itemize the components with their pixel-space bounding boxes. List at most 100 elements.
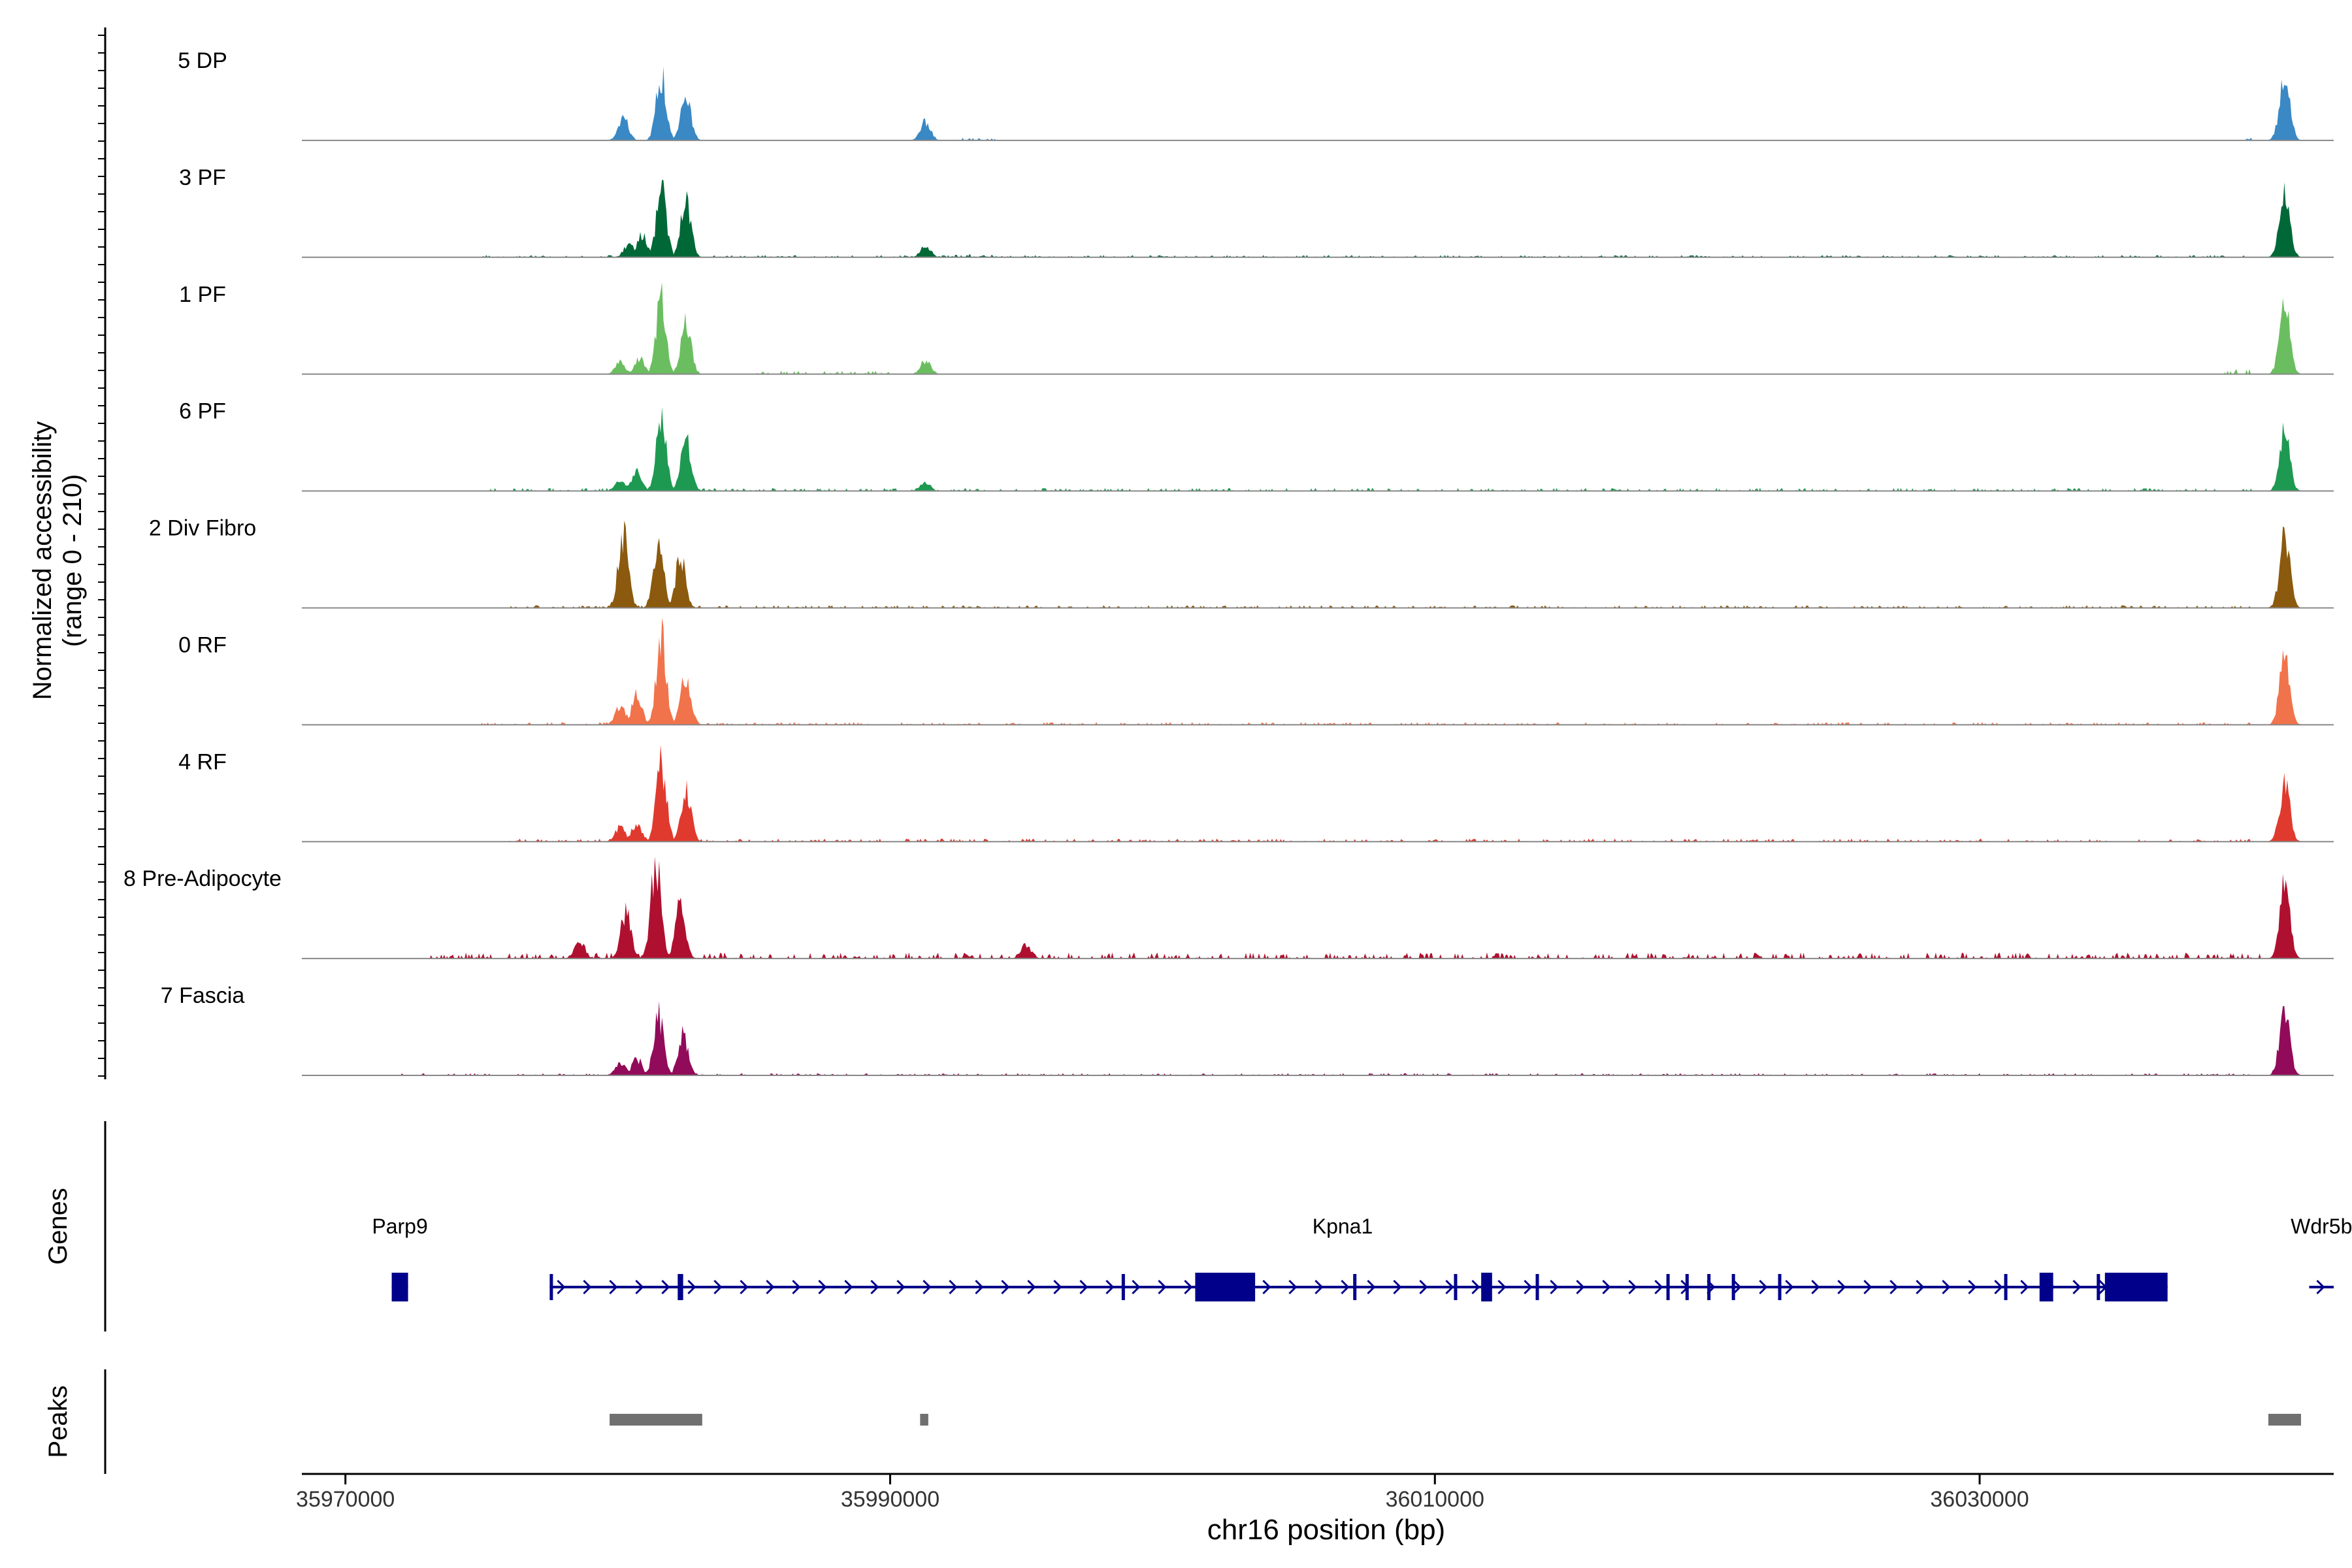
strand-arrow: [1863, 1279, 1872, 1295]
strand-arrow: [1105, 1279, 1115, 1295]
strand-arrow: [1027, 1279, 1036, 1295]
track-label: 8 Pre-Adipocyte: [123, 866, 282, 891]
track-0-rf: 0 RF: [178, 617, 2334, 726]
gene-label: Parp9: [372, 1215, 427, 1238]
strand-arrow: [713, 1279, 723, 1295]
exon: [1778, 1274, 1782, 1300]
strand-arrow: [1628, 1279, 1637, 1295]
strand-arrow: [1785, 1279, 1794, 1295]
exon: [2039, 1273, 2053, 1301]
exon: [1731, 1274, 1735, 1300]
strand-arrow: [609, 1279, 618, 1295]
strand-arrow: [1471, 1279, 1480, 1295]
strand-arrow: [740, 1279, 749, 1295]
strand-arrow: [1184, 1279, 1193, 1295]
strand-arrow: [1733, 1279, 1742, 1295]
strand-arrow: [1654, 1279, 1663, 1295]
x-tick-label: 36010000: [1386, 1487, 1484, 1512]
track-2-div-fibro: 2 Div Fibro: [149, 516, 2334, 609]
strand-arrow: [2020, 1279, 2029, 1295]
coverage-area: [302, 745, 2334, 842]
strand-arrow: [635, 1279, 644, 1295]
peak-region: [2268, 1414, 2301, 1426]
gene-label: Kpna1: [1313, 1215, 1373, 1238]
strand-arrow: [1367, 1279, 1376, 1295]
coverage-area: [302, 180, 2334, 257]
gene-kpna1: Kpna1: [549, 1215, 2168, 1301]
strand-arrow: [2072, 1279, 2082, 1295]
strand-arrow: [1759, 1279, 1768, 1295]
strand-arrow: [1497, 1279, 1507, 1295]
strand-arrow: [1315, 1279, 1324, 1295]
coverage-area: [302, 617, 2334, 725]
track-label: 2 Div Fibro: [149, 516, 256, 541]
strand-arrow: [687, 1279, 696, 1295]
strand-arrow: [949, 1279, 958, 1295]
track-8-pre-adipocyte: 8 Pre-Adipocyte: [123, 857, 2334, 960]
strand-arrow: [1916, 1279, 1925, 1295]
track-label: 0 RF: [178, 632, 227, 657]
track-label: 4 RF: [178, 749, 227, 774]
peak-region: [610, 1414, 702, 1426]
exon: [1121, 1274, 1125, 1300]
strand-arrow: [1968, 1279, 1977, 1295]
gene-label: Wdr5b: [2291, 1215, 2352, 1238]
strand-arrow: [1524, 1279, 1533, 1295]
strand-arrow: [557, 1279, 566, 1295]
strand-arrow: [1419, 1279, 1428, 1295]
strand-arrow: [1889, 1279, 1899, 1295]
strand-arrow: [1001, 1279, 1010, 1295]
track-6-pf: 6 PF: [179, 399, 2334, 492]
coverage-area: [302, 282, 2334, 374]
coverage-area: [302, 520, 2334, 608]
strand-arrow: [1445, 1279, 1454, 1295]
genes-panel-title: Genes: [44, 1188, 73, 1265]
exon: [1353, 1274, 1357, 1300]
strand-arrow: [1053, 1279, 1062, 1295]
strand-arrow: [1132, 1279, 1141, 1295]
x-tick-label: 35990000: [841, 1487, 939, 1512]
strand-arrow: [1550, 1279, 1559, 1295]
exon: [391, 1273, 408, 1301]
track-4-rf: 4 RF: [178, 745, 2334, 843]
strand-arrow: [844, 1279, 853, 1295]
strand-arrow: [1079, 1279, 1088, 1295]
strand-arrow: [1158, 1279, 1167, 1295]
coverage-y-axis: [98, 27, 106, 1079]
exon: [1666, 1274, 1670, 1300]
coverage-area: [302, 1001, 2334, 1075]
track-label: 3 PF: [179, 165, 226, 190]
track-label: 1 PF: [179, 282, 226, 307]
strand-arrow: [1393, 1279, 1402, 1295]
accessibility-tracks: 5 DP 3 PF 1 PF 6 PF 2 Div Fibro 0 RF 4 RF 8 Pre…: [123, 48, 2334, 1076]
strand-arrow: [1837, 1279, 1846, 1295]
strand-arrow: [766, 1279, 775, 1295]
coverage-area: [302, 857, 2334, 959]
strand-arrow: [896, 1279, 906, 1295]
strand-arrow: [661, 1279, 670, 1295]
track-3-pf: 3 PF: [179, 165, 2334, 258]
peak-region: [920, 1414, 928, 1426]
track-7-fascia: 7 Fascia: [161, 983, 2334, 1076]
exon: [1195, 1273, 1256, 1301]
exon: [1707, 1274, 1711, 1300]
exon: [1685, 1274, 1689, 1300]
x-tick-label: 36030000: [1930, 1487, 2029, 1512]
exon: [549, 1274, 553, 1300]
gene-annotation-track: Parp9 Kpna1 Wdr5b: [372, 1215, 2352, 1301]
x-axis-label: chr16 position (bp): [1207, 1514, 1445, 1546]
y-axis-label-line-1: Normalized accessibility: [28, 421, 57, 700]
strand-arrow: [1994, 1279, 2003, 1295]
gene-parp9: Parp9: [372, 1215, 428, 1301]
exon: [1481, 1273, 1492, 1301]
track-label: 6 PF: [179, 399, 226, 424]
strand-arrow: [1811, 1279, 1820, 1295]
strand-arrow: [792, 1279, 801, 1295]
x-axis-ticks: 35970000 35990000 36010000 36030000: [296, 1474, 2029, 1512]
strand-arrow: [1576, 1279, 1585, 1295]
exon: [1535, 1274, 1539, 1300]
track-label: 7 Fascia: [161, 983, 245, 1008]
coverage-area: [302, 66, 2334, 140]
strand-arrow: [1341, 1279, 1350, 1295]
